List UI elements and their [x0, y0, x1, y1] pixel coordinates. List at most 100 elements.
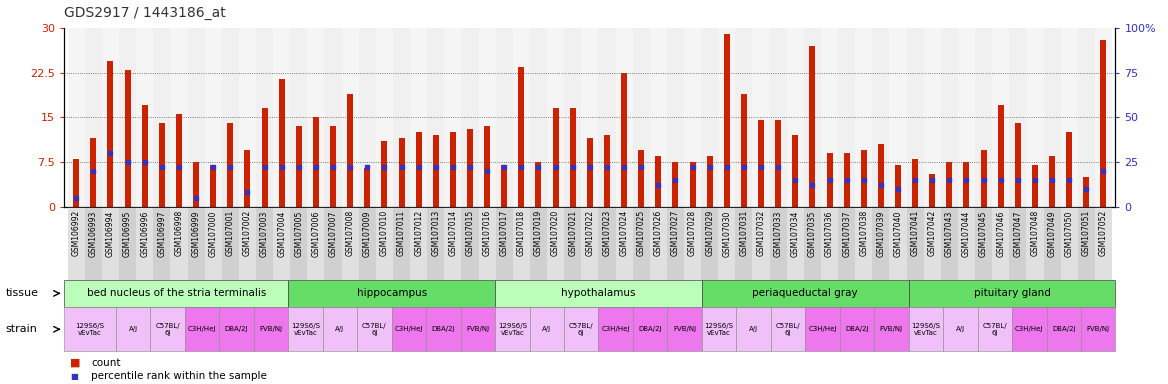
Text: GSM107000: GSM107000: [209, 210, 217, 257]
Text: GSM106996: GSM106996: [140, 210, 150, 257]
Bar: [341, 207, 359, 280]
Text: C3H/HeJ: C3H/HeJ: [395, 326, 423, 332]
Text: ■: ■: [70, 372, 78, 381]
Bar: [159, 123, 165, 207]
Text: DBA/2J: DBA/2J: [639, 326, 662, 332]
Bar: [1027, 28, 1043, 207]
Bar: [649, 28, 667, 207]
Bar: [1043, 28, 1061, 207]
Bar: [107, 61, 113, 207]
Bar: [102, 207, 119, 280]
Text: FVB/NJ: FVB/NJ: [1086, 326, 1110, 332]
Bar: [1100, 40, 1106, 207]
Bar: [479, 207, 495, 280]
Bar: [770, 207, 787, 280]
Text: FVB/NJ: FVB/NJ: [466, 326, 489, 332]
Text: GSM107039: GSM107039: [876, 210, 885, 257]
Text: A/J: A/J: [749, 326, 758, 332]
Text: GSM107034: GSM107034: [791, 210, 800, 257]
Text: GSM107036: GSM107036: [825, 210, 834, 257]
Bar: [513, 207, 530, 280]
Bar: [273, 207, 290, 280]
Text: GSM106992: GSM106992: [71, 210, 81, 257]
Bar: [325, 207, 341, 280]
Text: GSM107001: GSM107001: [225, 210, 235, 257]
Bar: [718, 28, 736, 207]
Text: GSM107043: GSM107043: [945, 210, 954, 257]
Bar: [68, 207, 85, 280]
Bar: [171, 207, 188, 280]
Text: GSM107017: GSM107017: [500, 210, 509, 257]
Bar: [290, 28, 307, 207]
Bar: [924, 28, 940, 207]
Bar: [752, 207, 770, 280]
Bar: [90, 138, 96, 207]
Bar: [171, 28, 188, 207]
Text: GSM107009: GSM107009: [363, 210, 371, 257]
Bar: [222, 207, 239, 280]
Text: C57BL/
6J: C57BL/ 6J: [362, 323, 387, 336]
Text: GSM107033: GSM107033: [773, 210, 783, 257]
Bar: [1078, 28, 1094, 207]
Bar: [992, 28, 1009, 207]
Bar: [906, 207, 924, 280]
Bar: [992, 207, 1009, 280]
Bar: [398, 138, 404, 207]
Bar: [382, 141, 388, 207]
Bar: [855, 28, 872, 207]
Text: GSM107008: GSM107008: [346, 210, 355, 257]
Text: GSM107051: GSM107051: [1082, 210, 1091, 257]
Text: GSM107047: GSM107047: [1014, 210, 1022, 257]
Bar: [598, 207, 616, 280]
Bar: [495, 207, 513, 280]
Text: GSM107021: GSM107021: [568, 210, 577, 257]
Text: DBA/2J: DBA/2J: [846, 326, 869, 332]
Bar: [137, 28, 153, 207]
Text: GSM107041: GSM107041: [911, 210, 919, 257]
Text: GSM107024: GSM107024: [619, 210, 628, 257]
Bar: [256, 28, 273, 207]
Bar: [244, 150, 250, 207]
Text: GSM107045: GSM107045: [979, 210, 988, 257]
Text: GSM107032: GSM107032: [757, 210, 765, 257]
Bar: [74, 159, 79, 207]
Text: GSM107037: GSM107037: [842, 210, 851, 257]
Bar: [119, 207, 137, 280]
Bar: [804, 28, 821, 207]
Text: GSM107042: GSM107042: [927, 210, 937, 257]
Text: GSM107007: GSM107007: [328, 210, 338, 257]
Bar: [582, 207, 598, 280]
Text: DBA/2J: DBA/2J: [432, 326, 456, 332]
Text: C57BL/
6J: C57BL/ 6J: [776, 323, 800, 336]
Text: GSM107018: GSM107018: [517, 210, 526, 257]
Bar: [68, 28, 85, 207]
Bar: [741, 94, 746, 207]
Bar: [325, 28, 341, 207]
Bar: [809, 46, 815, 207]
Text: C57BL/
6J: C57BL/ 6J: [155, 323, 180, 336]
Bar: [861, 150, 867, 207]
Bar: [633, 28, 649, 207]
Bar: [997, 106, 1003, 207]
Bar: [958, 28, 975, 207]
Bar: [427, 28, 444, 207]
Text: percentile rank within the sample: percentile rank within the sample: [91, 371, 267, 381]
Bar: [689, 162, 696, 207]
Text: A/J: A/J: [335, 326, 345, 332]
Bar: [1033, 165, 1038, 207]
Text: GSM107031: GSM107031: [739, 210, 749, 257]
Bar: [598, 28, 616, 207]
Bar: [792, 135, 798, 207]
Text: 129S6/S
vEvTac: 129S6/S vEvTac: [911, 323, 940, 336]
Bar: [341, 28, 359, 207]
Bar: [530, 207, 547, 280]
Bar: [1027, 207, 1043, 280]
Bar: [924, 207, 940, 280]
Text: tissue: tissue: [6, 288, 39, 298]
Bar: [530, 28, 547, 207]
Bar: [296, 126, 301, 207]
Bar: [724, 34, 730, 207]
Bar: [273, 28, 290, 207]
Text: 129S6/S
vEvTac: 129S6/S vEvTac: [704, 323, 734, 336]
Text: GSM107049: GSM107049: [1048, 210, 1057, 257]
